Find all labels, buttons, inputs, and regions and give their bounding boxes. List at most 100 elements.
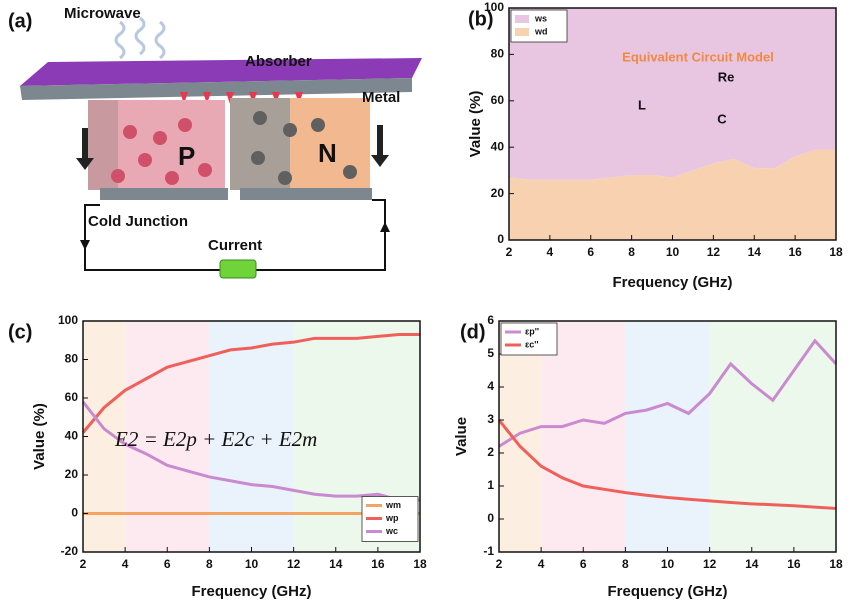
legend-label: wd: [534, 26, 548, 36]
y-tick-label: 80: [65, 352, 79, 366]
y-tick-label: 0: [71, 506, 78, 520]
y-tick-label: -20: [61, 544, 79, 558]
legend-label: εp'': [525, 326, 539, 336]
y-axis-label: Value (%): [467, 91, 484, 158]
n-plate: [240, 188, 372, 200]
battery: [219, 259, 257, 279]
y-tick-label: 40: [491, 139, 505, 153]
line: [81, 400, 420, 502]
absorber: [20, 58, 422, 86]
down-arrow: [76, 158, 94, 170]
legend-label: εc'': [525, 339, 539, 349]
panel-label: (c): [8, 321, 32, 343]
y-tick-label: 80: [491, 47, 505, 61]
schematic: (a) Microwave Absorber Metal P N Cold Ju…: [8, 5, 422, 279]
region-band: [541, 321, 626, 552]
y-tick-label: 60: [491, 93, 505, 107]
x-tick-label: 2: [506, 245, 513, 259]
y-tick-label: 0: [487, 511, 494, 525]
y-tick-label: 40: [65, 429, 79, 443]
x-tick-label: 4: [122, 557, 129, 571]
down-arrow: [377, 125, 383, 157]
y-tick-label: 1: [487, 478, 494, 492]
region-band: [625, 321, 710, 552]
x-axis-label: Frequency (GHz): [607, 583, 727, 600]
heat-arrows: [180, 92, 303, 104]
y-axis-label: Value (%): [31, 403, 48, 470]
y-tick-label: 4: [487, 379, 494, 393]
legend-swatch: [515, 15, 529, 23]
annotation: C: [717, 111, 727, 126]
y-tick-label: 5: [487, 346, 494, 360]
y-axis-label: Value: [453, 417, 470, 456]
label: Current: [208, 237, 262, 254]
x-tick-label: 12: [707, 245, 721, 259]
x-tick-label: 4: [538, 557, 545, 571]
y-tick-label: 100: [484, 0, 504, 14]
microwave-waves: [114, 16, 166, 60]
x-axis-label: Frequency (GHz): [191, 583, 311, 600]
down-arrow: [82, 128, 88, 160]
wire: [84, 204, 220, 271]
x-tick-label: 8: [628, 245, 635, 259]
x-tick-label: 8: [206, 557, 213, 571]
y-tick-label: 20: [65, 467, 79, 481]
x-tick-label: 10: [245, 557, 259, 571]
x-tick-label: 14: [329, 557, 343, 571]
x-tick-label: 8: [622, 557, 629, 571]
current-arrow: [80, 240, 90, 250]
label: Absorber: [245, 53, 312, 70]
legend-label: ws: [534, 13, 547, 23]
y-tick-label: -1: [483, 544, 494, 558]
y-tick-label: 3: [487, 412, 494, 426]
legend-box: [500, 322, 558, 356]
y-tick-label: 2: [487, 445, 494, 459]
x-tick-label: 18: [413, 557, 427, 571]
y-tick-label: 6: [487, 313, 494, 327]
x-tick-label: 6: [164, 557, 171, 571]
y-tick-label: 100: [58, 313, 78, 327]
label: N: [318, 138, 337, 168]
annotation: Equivalent Circuit Model: [622, 49, 774, 64]
x-tick-label: 12: [703, 557, 717, 571]
x-tick-label: 10: [666, 245, 680, 259]
legend-label: wc: [385, 526, 398, 536]
x-tick-label: 16: [788, 245, 802, 259]
x-tick-label: 12: [287, 557, 301, 571]
annotation: L: [638, 97, 646, 112]
equation: E2 = E2p + E2c + E2m: [114, 427, 317, 451]
label: Cold Junction: [88, 213, 188, 230]
x-tick-label: 6: [580, 557, 587, 571]
x-tick-label: 6: [587, 245, 594, 259]
legend-label: wm: [385, 500, 401, 510]
y-tick-label: 60: [65, 390, 79, 404]
area: [509, 8, 836, 180]
panel-label: (a): [8, 10, 32, 32]
label: Metal: [362, 89, 400, 106]
p-plate: [100, 188, 228, 200]
x-tick-label: 10: [661, 557, 675, 571]
holes: [111, 118, 212, 185]
area: [509, 149, 836, 240]
y-tick-label: 20: [491, 186, 505, 200]
region-band: [709, 321, 836, 552]
line: [498, 338, 838, 448]
chart: 2 4 6 8 10 12 14 16 18 -20 0 20 40 60 80 100 Frequency (…: [8, 313, 427, 600]
current-arrow: [380, 222, 390, 232]
legend-label: wp: [385, 513, 399, 523]
region-band: [499, 321, 542, 552]
label: P: [178, 141, 195, 171]
down-arrow: [371, 155, 389, 167]
chart: 2 4 6 8 10 12 14 16 18 0 20 40 60 80 100 Frequency (GHz…: [467, 0, 843, 291]
x-tick-label: 14: [745, 557, 759, 571]
line: [497, 419, 837, 510]
x-tick-label: 4: [547, 245, 554, 259]
x-tick-label: 16: [371, 557, 385, 571]
x-tick-label: 2: [496, 557, 503, 571]
y-tick-label: 0: [497, 232, 504, 246]
panel-label: (d): [460, 321, 486, 343]
x-tick-label: 18: [829, 557, 843, 571]
legend-swatch: [515, 28, 529, 36]
